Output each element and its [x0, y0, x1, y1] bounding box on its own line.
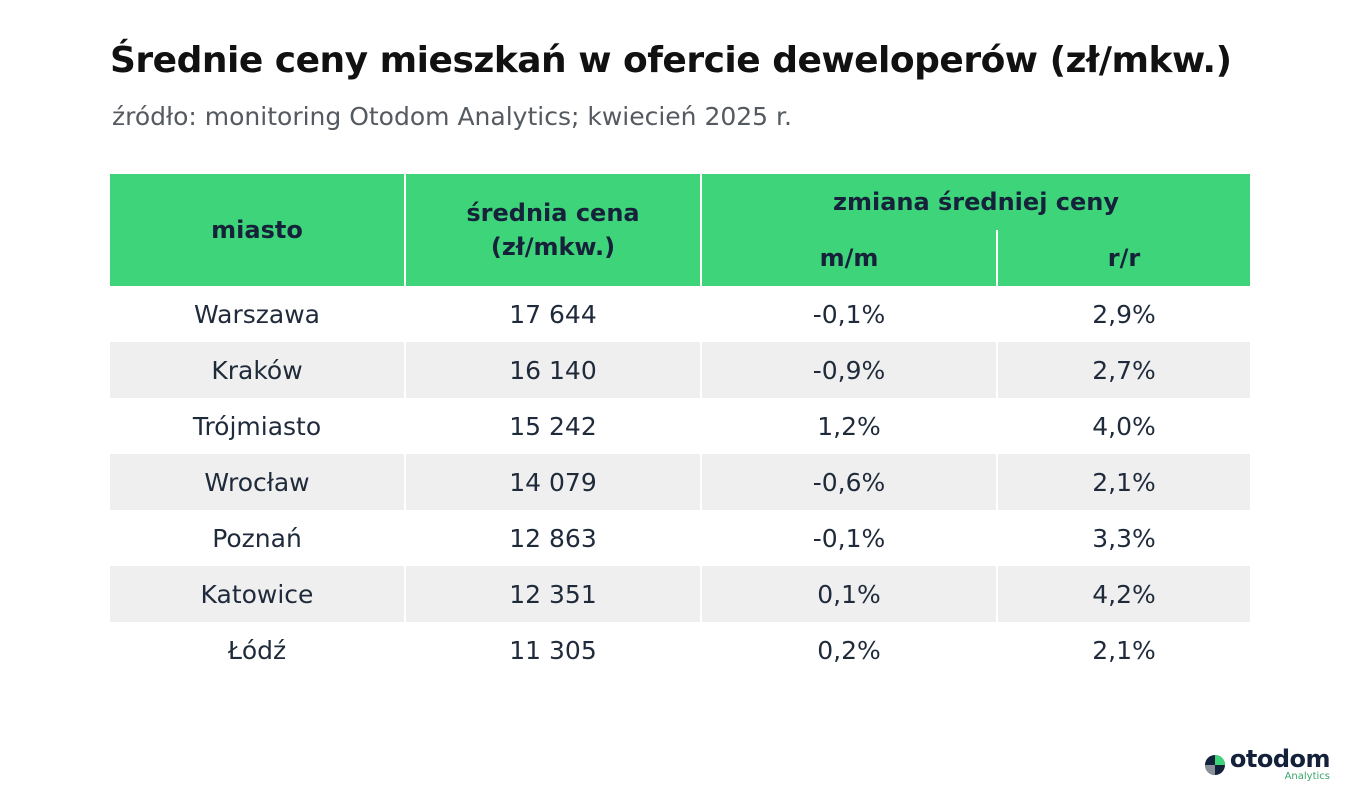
cell-city: Wrocław: [110, 454, 405, 510]
table-row: Katowice 12 351 0,1% 4,2%: [110, 566, 1250, 622]
cell-change-mm: -0,1%: [700, 510, 997, 566]
cell-change-rr: 4,2%: [996, 566, 1250, 622]
cell-change-rr: 2,1%: [996, 622, 1250, 678]
header-mm: m/m: [700, 230, 997, 286]
page-title: Średnie ceny mieszkań w ofercie dewelope…: [110, 40, 1232, 81]
cell-price: 16 140: [404, 342, 701, 398]
header-rr: r/r: [996, 230, 1250, 286]
cell-change-mm: 0,2%: [700, 622, 997, 678]
cell-change-mm: -0,6%: [700, 454, 997, 510]
page-subtitle: źródło: monitoring Otodom Analytics; kwi…: [112, 102, 792, 131]
logo-sub: Analytics: [1284, 771, 1330, 782]
table-row: Łódź 11 305 0,2% 2,1%: [110, 622, 1250, 678]
cell-price: 12 351: [404, 566, 701, 622]
otodom-logo-icon: [1204, 754, 1225, 775]
cell-price: 15 242: [404, 398, 701, 454]
table-row: Wrocław 14 079 -0,6% 2,1%: [110, 454, 1250, 510]
logo-name: otodom: [1229, 745, 1331, 773]
cell-city: Kraków: [110, 342, 405, 398]
price-table-container: miasto średnia cena (zł/mkw.) zmiana śre…: [110, 174, 1250, 678]
cell-change-rr: 4,0%: [996, 398, 1250, 454]
header-change: zmiana średniej ceny: [700, 174, 1250, 230]
cell-change-mm: 0,1%: [700, 566, 997, 622]
cell-city: Katowice: [110, 566, 405, 622]
cell-change-mm: -0,9%: [700, 342, 997, 398]
table-row: Trójmiasto 15 242 1,2% 4,0%: [110, 398, 1250, 454]
cell-price: 11 305: [404, 622, 701, 678]
price-table: miasto średnia cena (zł/mkw.) zmiana śre…: [110, 174, 1250, 678]
table-row: Kraków 16 140 -0,9% 2,7%: [110, 342, 1250, 398]
cell-price: 17 644: [404, 286, 701, 342]
cell-city: Trójmiasto: [110, 398, 405, 454]
cell-price: 12 863: [404, 510, 701, 566]
table-row: Poznań 12 863 -0,1% 3,3%: [110, 510, 1250, 566]
header-price-line1: średnia cena: [466, 199, 640, 227]
cell-change-rr: 2,1%: [996, 454, 1250, 510]
header-price-line2: (zł/mkw.): [490, 233, 616, 261]
cell-change-mm: 1,2%: [700, 398, 997, 454]
cell-price: 14 079: [404, 454, 701, 510]
cell-change-rr: 3,3%: [996, 510, 1250, 566]
cell-city: Łódź: [110, 622, 405, 678]
cell-change-rr: 2,7%: [996, 342, 1250, 398]
header-city: miasto: [110, 174, 405, 286]
otodom-logo: otodom Analytics: [1204, 745, 1331, 782]
cell-change-mm: -0,1%: [700, 286, 997, 342]
cell-city: Poznań: [110, 510, 405, 566]
header-price: średnia cena (zł/mkw.): [404, 174, 701, 286]
cell-city: Warszawa: [110, 286, 405, 342]
cell-change-rr: 2,9%: [996, 286, 1250, 342]
table-body: Warszawa 17 644 -0,1% 2,9% Kraków 16 140 -0,9%…: [110, 286, 1250, 678]
table-row: Warszawa 17 644 -0,1% 2,9%: [110, 286, 1250, 342]
